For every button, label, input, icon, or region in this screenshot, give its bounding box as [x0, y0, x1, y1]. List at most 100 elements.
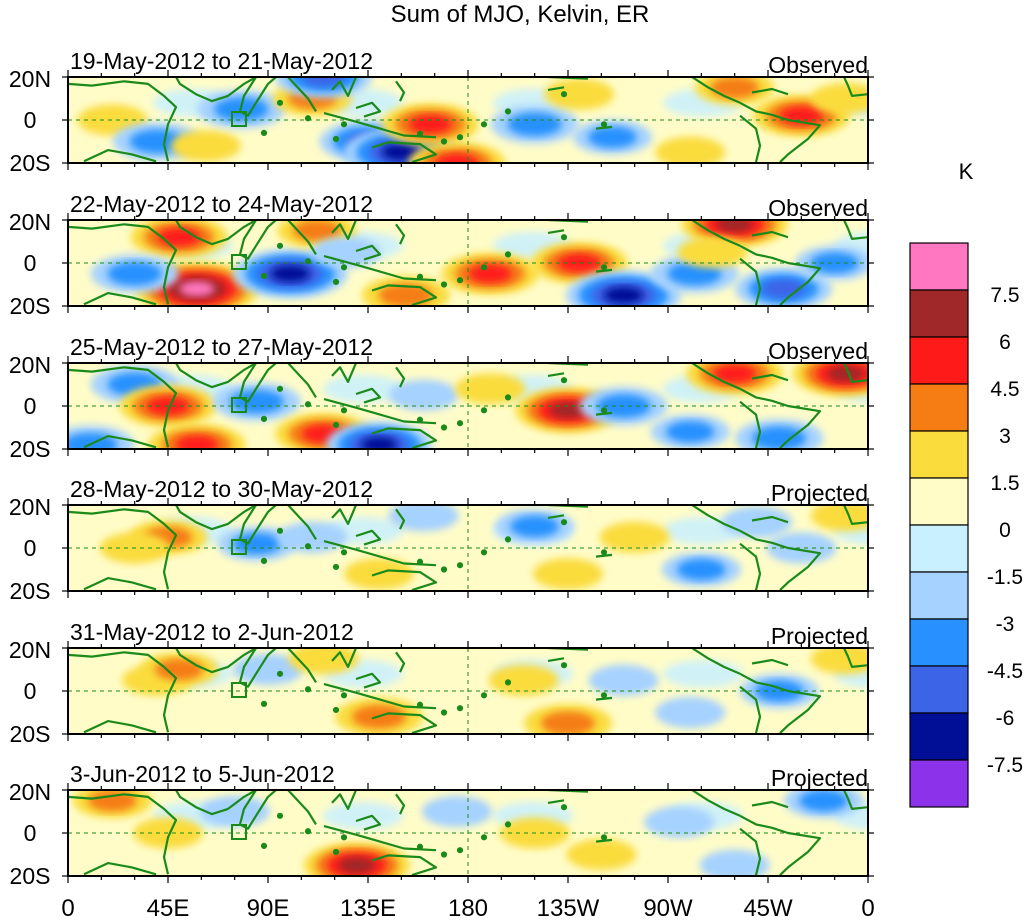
coastline	[331, 220, 358, 240]
island	[416, 843, 424, 850]
island	[504, 251, 512, 258]
coastline	[323, 398, 437, 425]
panel-status: Observed	[768, 52, 868, 78]
coastline	[238, 505, 277, 545]
colorbar-swatch	[909, 759, 969, 808]
anomaly-field	[68, 220, 868, 306]
island	[560, 377, 568, 384]
anomaly-contour	[229, 389, 284, 414]
island	[600, 834, 608, 841]
island	[456, 847, 464, 854]
coastline	[355, 244, 382, 261]
island	[260, 557, 268, 565]
coastline	[83, 149, 157, 163]
island	[332, 563, 340, 571]
background-anomaly	[68, 836, 148, 865]
island	[456, 562, 464, 569]
island	[560, 234, 568, 241]
anomaly-contour	[644, 806, 715, 838]
colorbar-label: 7.5	[990, 284, 1019, 307]
anomaly-contour	[766, 532, 837, 564]
island	[440, 851, 448, 858]
island	[276, 242, 284, 249]
anomaly-contour	[468, 264, 512, 284]
colorbar-swatch	[909, 524, 969, 573]
island	[480, 692, 488, 699]
island	[504, 821, 512, 828]
island	[340, 407, 348, 414]
anomaly-contour	[360, 436, 398, 449]
anomaly-contour	[488, 664, 559, 696]
index-region-box	[231, 111, 247, 127]
island	[504, 108, 512, 115]
coastline	[355, 387, 382, 404]
index-region-box	[231, 682, 247, 698]
colorbar-label: 0	[999, 519, 1011, 542]
island	[504, 394, 512, 401]
panel-date-range: 28-May-2012 to 30-May-2012	[70, 476, 373, 502]
coastline	[547, 514, 565, 519]
coastline	[287, 220, 317, 255]
index-region-box	[231, 254, 247, 270]
figure-title: Sum of MJO, Kelvin, ER	[391, 1, 650, 28]
coastline	[355, 529, 382, 546]
coastline	[843, 790, 868, 810]
coastline	[595, 125, 613, 130]
island	[440, 281, 448, 288]
anomaly-contour	[338, 857, 376, 874]
coastline	[68, 223, 178, 305]
lat-tick-label: 20S	[10, 436, 51, 462]
coastline	[238, 790, 277, 830]
lon-tick-label: 90W	[643, 895, 693, 921]
island	[456, 705, 464, 712]
island	[504, 679, 512, 686]
lat-tick-label: 0	[24, 678, 37, 704]
background-anomaly	[238, 123, 318, 152]
anomaly-contour	[588, 126, 637, 148]
coastline	[547, 657, 565, 662]
lat-tick-label: 0	[24, 535, 37, 561]
coastline	[395, 80, 406, 102]
coastline	[739, 685, 762, 734]
lon-tick-label: 0	[61, 895, 74, 921]
island	[416, 273, 424, 280]
index-region-box	[231, 824, 247, 840]
coastline	[83, 862, 157, 876]
coastline	[287, 363, 317, 398]
index-region-box	[231, 397, 247, 413]
coastline	[175, 505, 257, 531]
island	[340, 692, 348, 699]
coastline	[691, 220, 741, 247]
island	[560, 662, 568, 669]
anomaly-contour	[533, 558, 603, 590]
coastline	[175, 77, 257, 103]
colorbar-swatch	[909, 712, 969, 761]
map-panel: 20N 0 20S 22-May-2012 to 24-May-2012 Observe…	[9, 191, 874, 319]
island	[440, 566, 448, 573]
lat-tick-label: 20S	[10, 150, 51, 176]
coastline	[691, 648, 741, 675]
map-panel: 20N 0 20S 3-Jun-2012 to 5-Jun-2012 Projected	[9, 761, 874, 889]
coastline	[843, 77, 868, 97]
coastline	[739, 400, 762, 449]
lat-tick-label: 0	[24, 820, 37, 846]
coastline	[843, 505, 868, 525]
colorbar-swatch	[909, 336, 969, 385]
colorbar-label: -4.5	[987, 660, 1023, 683]
coastline	[371, 284, 438, 306]
coastline	[83, 292, 157, 306]
anomaly-contour	[557, 253, 601, 273]
coastline	[238, 648, 277, 688]
coastline	[68, 508, 178, 590]
coastline	[595, 268, 613, 273]
coastline	[691, 77, 741, 104]
anomaly-contour	[233, 653, 303, 686]
index-region-box	[231, 539, 247, 555]
coastline	[68, 80, 178, 162]
lon-tick-label: 45E	[147, 895, 190, 921]
coastline	[371, 712, 438, 734]
island	[340, 834, 348, 841]
anomaly-contour	[827, 365, 865, 382]
island	[332, 421, 340, 429]
anomaly-contour	[270, 265, 311, 283]
